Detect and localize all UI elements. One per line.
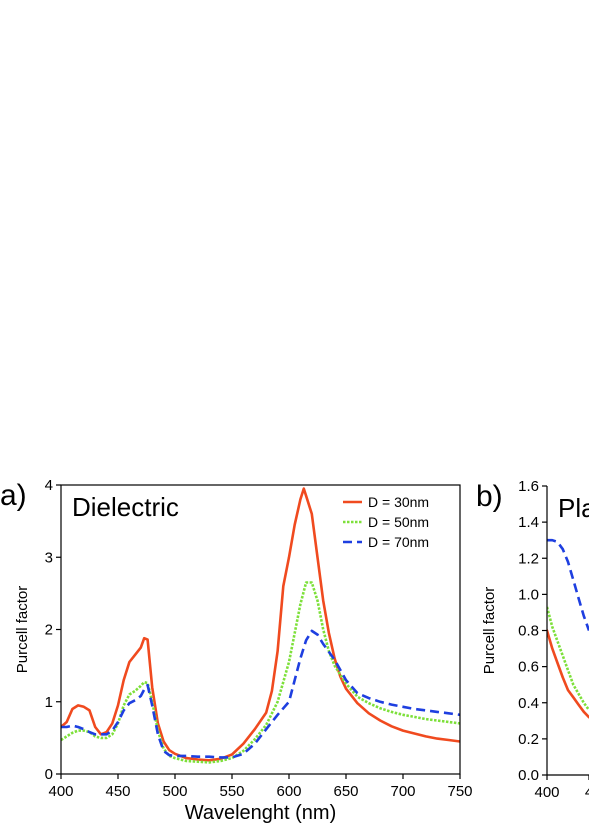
y-tick-label: 0.4: [518, 695, 539, 712]
y-tick-label: 0.6: [518, 659, 539, 676]
y-tick-label: 1.2: [518, 550, 539, 567]
y-axis-label: Purcell factor: [481, 587, 498, 675]
x-tick-label: 550: [219, 783, 244, 800]
panel-title: Pla: [558, 493, 589, 523]
panel-letter: a): [0, 479, 27, 512]
series-line-3: [61, 629, 460, 759]
x-tick-label: 600: [276, 783, 301, 800]
x-axis-label: Wavelenght (nm): [185, 802, 337, 824]
series-line-1: [547, 629, 589, 719]
y-tick-label: 1.4: [518, 514, 539, 531]
series-line-2: [61, 581, 460, 764]
x-tick-label: 450: [105, 783, 130, 800]
legend-label: D = 70nm: [368, 534, 429, 550]
series-group: [61, 487, 460, 764]
chart-panel-a: 0 1 2 3 4 400 450 500 550 600 650 700 750 Purcell fac…: [0, 477, 473, 824]
chart-panel-b: 0.0 0.2 0.4 0.6 0.8 1.0 1.2 1.4 1.6 400 4 Purcell f…: [476, 478, 589, 801]
y-tick-label: 1.6: [518, 478, 539, 495]
series-line-3: [547, 538, 589, 631]
y-tick-label: 0: [45, 766, 53, 783]
series-line-2: [547, 606, 589, 711]
x-tick-label: 750: [447, 783, 472, 800]
legend: D = 30nm D = 50nm D = 70nm: [343, 494, 429, 550]
y-axis-label: Purcell factor: [14, 586, 31, 674]
x-tick-label: 4: [585, 784, 589, 801]
x-tick-label: 400: [534, 784, 559, 801]
y-tick-label: 0.0: [518, 767, 539, 784]
x-tick-label: 500: [162, 783, 187, 800]
y-tick-label: 2: [45, 622, 53, 639]
x-tick-label: 650: [333, 783, 358, 800]
x-tick-label: 400: [48, 783, 73, 800]
panel-title: Dielectric: [72, 492, 179, 522]
series-line-1: [61, 487, 460, 762]
y-tick-label: 4: [45, 477, 53, 494]
y-tick-label: 0.8: [518, 623, 539, 640]
y-tick-label: 3: [45, 549, 53, 566]
series-group: [547, 538, 589, 719]
legend-label: D = 30nm: [368, 494, 429, 510]
y-tick-label: 1: [45, 694, 53, 711]
legend-label: D = 50nm: [368, 514, 429, 530]
y-tick-label: 0.2: [518, 731, 539, 748]
x-tick-label: 700: [390, 783, 415, 800]
y-tick-label: 1.0: [518, 586, 539, 603]
panel-letter: b): [476, 480, 503, 513]
